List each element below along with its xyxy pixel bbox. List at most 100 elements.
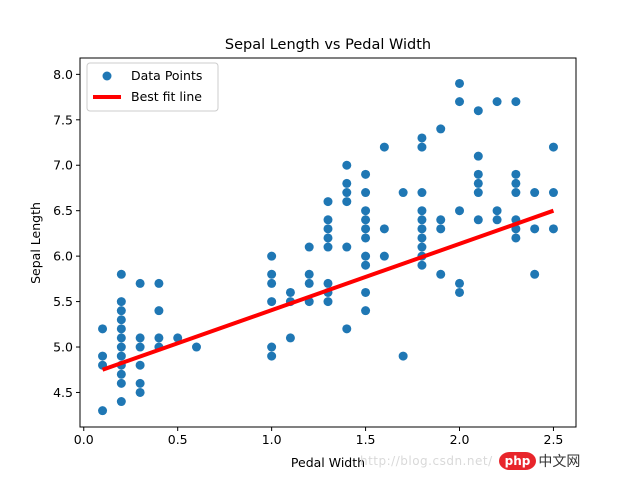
- data-point: [323, 197, 333, 207]
- data-point: [342, 197, 352, 207]
- data-point: [361, 224, 371, 234]
- data-point: [267, 278, 277, 288]
- y-tick-label: 4.5: [53, 385, 73, 400]
- data-point: [417, 242, 427, 252]
- data-point: [473, 188, 483, 198]
- x-tick-label: 0.5: [168, 432, 188, 447]
- data-point: [511, 97, 521, 107]
- data-point: [135, 342, 145, 352]
- data-point: [548, 224, 558, 234]
- x-tick-label: 0.0: [74, 432, 94, 447]
- data-point: [511, 233, 521, 243]
- data-point: [267, 269, 277, 279]
- y-tick-label: 8.0: [53, 67, 73, 82]
- data-point: [455, 287, 465, 297]
- data-point: [116, 306, 126, 316]
- y-tick-label: 5.5: [53, 294, 73, 309]
- logo-php-badge: php: [498, 452, 537, 470]
- watermark-url: http://blog.csdn.net/: [360, 454, 493, 468]
- data-point: [323, 233, 333, 243]
- data-point: [417, 188, 427, 198]
- data-point: [116, 378, 126, 388]
- data-point: [511, 169, 521, 179]
- data-point: [323, 278, 333, 288]
- x-tick-label: 1.0: [262, 432, 282, 447]
- legend-marker-data-points: [102, 71, 112, 81]
- data-point: [417, 215, 427, 225]
- data-point: [342, 188, 352, 198]
- data-point: [361, 287, 371, 297]
- data-point: [455, 206, 465, 216]
- y-axis-label: Sepal Length: [28, 202, 43, 284]
- data-point: [267, 251, 277, 261]
- data-point: [473, 151, 483, 161]
- data-point: [436, 269, 446, 279]
- data-point: [473, 169, 483, 179]
- data-point: [361, 188, 371, 198]
- best-fit-layer: [101, 208, 555, 372]
- data-point: [98, 406, 108, 416]
- watermark: http://blog.csdn.net/ php 中文网: [360, 447, 580, 475]
- data-point: [548, 142, 558, 152]
- data-point: [492, 215, 502, 225]
- data-point: [342, 324, 352, 334]
- plot-frame: [79, 57, 577, 428]
- data-point: [417, 233, 427, 243]
- data-point: [530, 224, 540, 234]
- data-point: [135, 360, 145, 370]
- data-point: [511, 178, 521, 188]
- data-point: [361, 215, 371, 225]
- x-tick-label: 1.5: [356, 432, 376, 447]
- data-point: [304, 269, 314, 279]
- data-point: [436, 215, 446, 225]
- data-point: [304, 242, 314, 252]
- x-tick-label: 2.5: [544, 432, 564, 447]
- data-point: [116, 315, 126, 325]
- data-point: [342, 242, 352, 252]
- y-tick-label: 6.5: [53, 203, 73, 218]
- data-point: [323, 242, 333, 252]
- data-point: [492, 206, 502, 216]
- data-point: [154, 306, 164, 316]
- x-axis-label: Pedal Width: [291, 455, 365, 470]
- data-point: [417, 142, 427, 152]
- data-point: [511, 188, 521, 198]
- data-point: [530, 188, 540, 198]
- data-point: [436, 224, 446, 234]
- data-point: [455, 78, 465, 88]
- data-point: [417, 206, 427, 216]
- data-point: [116, 333, 126, 343]
- data-point: [436, 124, 446, 134]
- data-point: [417, 133, 427, 143]
- data-point: [530, 269, 540, 279]
- legend-label-best-fit-line: Best fit line: [131, 89, 202, 104]
- data-point: [285, 333, 295, 343]
- best-fit-line: [101, 208, 555, 372]
- y-tick-label: 7.5: [53, 112, 73, 127]
- data-point: [361, 260, 371, 270]
- data-point: [473, 178, 483, 188]
- data-point: [116, 351, 126, 361]
- data-point: [323, 215, 333, 225]
- data-point: [417, 224, 427, 234]
- y-tick-label: 7.0: [53, 158, 73, 173]
- data-point: [473, 215, 483, 225]
- data-point: [191, 342, 201, 352]
- data-point: [116, 369, 126, 379]
- chart-title: Sepal Length vs Pedal Width: [225, 37, 431, 53]
- data-point: [417, 260, 427, 270]
- x-axis-ticks: 0.0 0.5 1.0 1.5 2.0 2.5: [74, 427, 564, 447]
- data-point: [304, 278, 314, 288]
- data-point: [116, 324, 126, 334]
- data-point: [342, 178, 352, 188]
- data-point: [455, 97, 465, 107]
- data-point: [361, 206, 371, 216]
- data-point: [548, 188, 558, 198]
- data-point: [473, 106, 483, 116]
- logo-suffix: 中文网: [538, 454, 581, 470]
- data-point: [342, 160, 352, 170]
- data-point: [98, 324, 108, 334]
- y-axis-ticks: 4.5 5.0 5.5 6.0 6.5 7.0 7.5 8.0: [53, 67, 80, 400]
